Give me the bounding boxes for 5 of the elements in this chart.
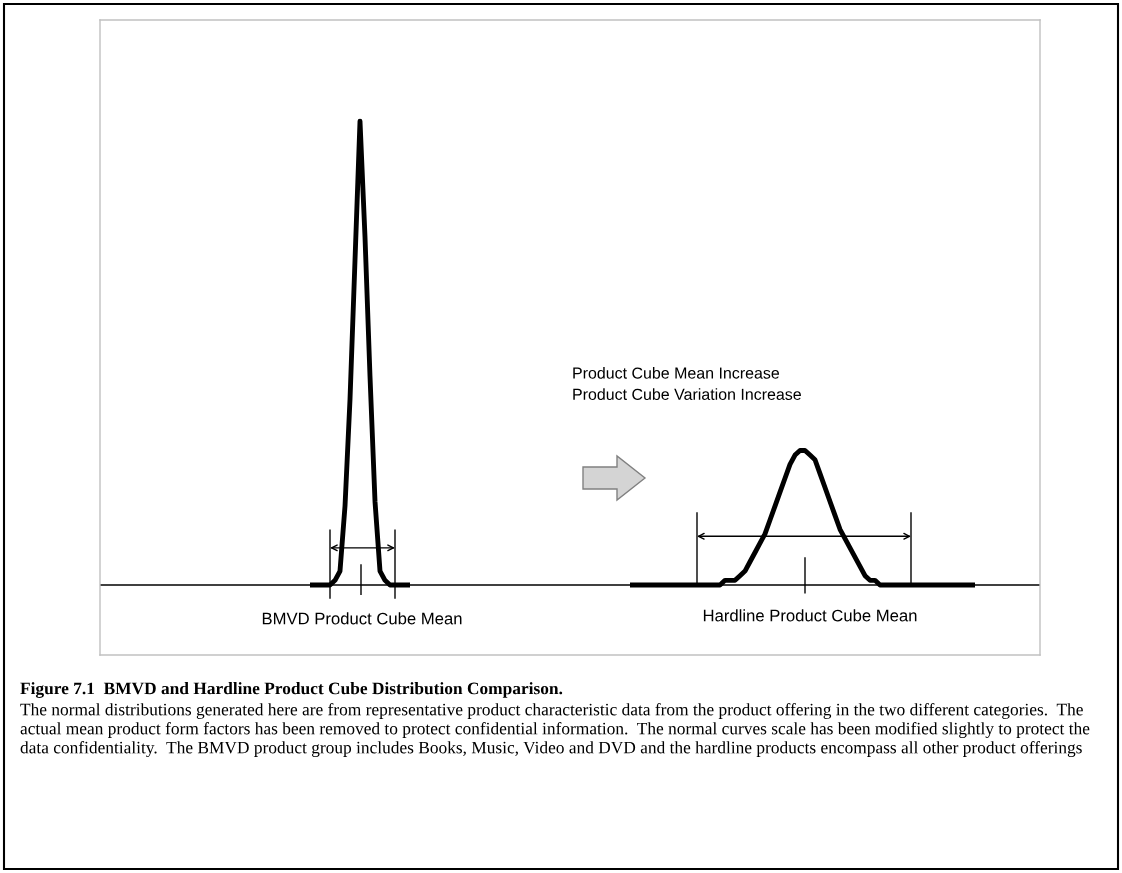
text: The normal distributions generated here are from representative product characteristic data from the product offering in the two different categories. The actual mean product form factors has been removed to protect confidential information. The normal curves scale has been modified slightly to protect the data confidentiality. The BMVD product group includes Books, Music, Video and DVD and the hardline products encompass all other product offerings [20, 703, 1090, 758]
annotation: Product Cube Mean Increase Product Cube Variation Increase [573, 367, 801, 400]
text: Figure 7.1 BMVD and Hardline Product Cube Distribution Comparison. [20, 682, 563, 698]
text: Hardline Product Cube Mean [703, 609, 917, 622]
text: BMVD Product Cube Mean [262, 612, 462, 625]
